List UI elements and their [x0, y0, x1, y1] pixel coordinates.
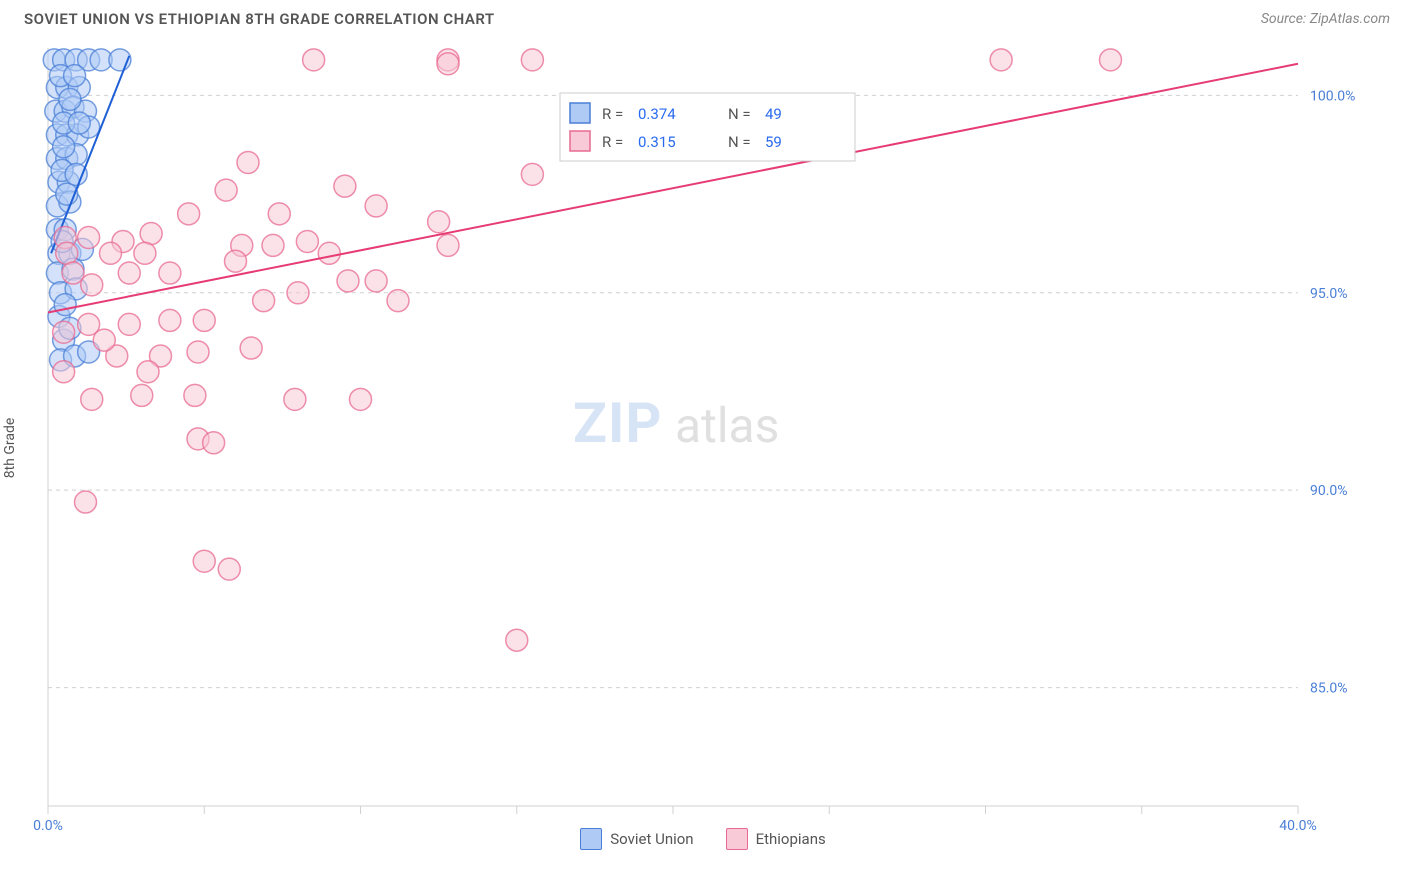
data-point — [65, 163, 87, 185]
data-point — [990, 49, 1012, 71]
legend-n-value: 59 — [765, 133, 782, 151]
legend-label: Ethiopians — [756, 830, 826, 848]
y-tick-label: 90.0% — [1310, 483, 1348, 499]
data-point — [240, 337, 262, 359]
legend-n-value: 49 — [765, 105, 782, 123]
chart-container: 8th Grade 85.0%90.0%95.0%100.0%0.0%40.0%… — [0, 38, 1406, 858]
data-point — [203, 432, 225, 454]
y-tick-label: 95.0% — [1310, 286, 1348, 302]
y-axis-label: 8th Grade — [2, 418, 18, 479]
data-point — [296, 230, 318, 252]
data-point — [437, 53, 459, 75]
data-point — [318, 242, 340, 264]
data-point — [178, 203, 200, 225]
data-point — [53, 321, 75, 343]
data-point — [59, 88, 81, 110]
legend-swatch — [570, 103, 590, 123]
data-point — [428, 211, 450, 233]
data-point — [53, 361, 75, 383]
data-point — [268, 203, 290, 225]
data-point — [225, 250, 247, 272]
data-point — [64, 65, 86, 87]
data-point — [365, 195, 387, 217]
data-point — [93, 329, 115, 351]
scatter-chart: 85.0%90.0%95.0%100.0%0.0%40.0%ZIPatlasR … — [0, 38, 1406, 830]
watermark: atlas — [675, 397, 779, 454]
legend-r-label: R = — [602, 105, 623, 123]
data-point — [506, 629, 528, 651]
legend-r-value: 0.315 — [638, 133, 676, 151]
data-point — [521, 49, 543, 71]
data-point — [131, 384, 153, 406]
watermark: ZIP — [573, 390, 662, 456]
data-point — [193, 309, 215, 331]
data-point — [350, 388, 372, 410]
data-point — [140, 223, 162, 245]
legend-r-value: 0.374 — [638, 105, 676, 123]
data-point — [75, 491, 97, 513]
legend-item: Ethiopians — [726, 828, 826, 850]
data-point — [100, 242, 122, 264]
data-point — [53, 136, 75, 158]
legend-r-label: R = — [602, 133, 623, 151]
data-point — [134, 242, 156, 264]
data-point — [68, 112, 90, 134]
legend-item: Soviet Union — [580, 828, 693, 850]
data-point — [387, 290, 409, 312]
legend-swatch — [570, 131, 590, 151]
data-point — [334, 175, 356, 197]
data-point — [365, 270, 387, 292]
legend-n-label: N = — [728, 133, 751, 151]
source-attribution: Source: ZipAtlas.com — [1261, 11, 1390, 27]
data-point — [137, 361, 159, 383]
data-point — [284, 388, 306, 410]
data-point — [118, 262, 140, 284]
data-point — [118, 313, 140, 335]
data-point — [521, 163, 543, 185]
data-point — [437, 234, 459, 256]
legend-swatch — [726, 828, 748, 850]
data-point — [193, 550, 215, 572]
legend-n-label: N = — [728, 105, 751, 123]
chart-title: SOVIET UNION VS ETHIOPIAN 8TH GRADE CORR… — [24, 10, 495, 28]
data-point — [56, 242, 78, 264]
data-point — [54, 294, 76, 316]
y-tick-label: 100.0% — [1310, 88, 1355, 104]
data-point — [187, 341, 209, 363]
data-point — [218, 558, 240, 580]
data-point — [159, 309, 181, 331]
data-point — [287, 282, 309, 304]
data-point — [81, 388, 103, 410]
data-point — [337, 270, 359, 292]
data-point — [237, 151, 259, 173]
legend-swatch — [580, 828, 602, 850]
data-point — [262, 234, 284, 256]
data-point — [1100, 49, 1122, 71]
data-point — [253, 290, 275, 312]
data-point — [62, 262, 84, 284]
data-point — [184, 384, 206, 406]
data-point — [215, 179, 237, 201]
data-point — [81, 274, 103, 296]
data-point — [303, 49, 325, 71]
series-legend: Soviet Union Ethiopians — [0, 828, 1406, 858]
chart-header: SOVIET UNION VS ETHIOPIAN 8TH GRADE CORR… — [0, 0, 1406, 38]
data-point — [78, 227, 100, 249]
legend-label: Soviet Union — [610, 830, 693, 848]
data-point — [159, 262, 181, 284]
y-tick-label: 85.0% — [1310, 681, 1348, 697]
